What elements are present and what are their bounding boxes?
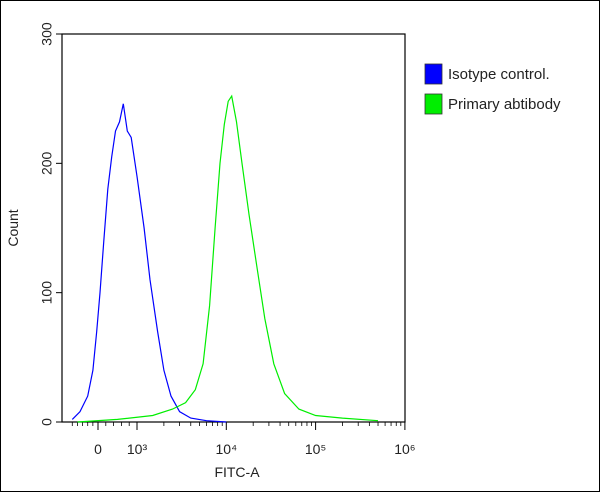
- legend-label: Primary abtibody: [448, 96, 561, 113]
- plot-area: [61, 33, 406, 423]
- x-axis-label: FITC-A: [214, 464, 260, 480]
- x-axis: 0 10³ 10⁴ 10⁵ 10⁶: [71, 422, 416, 457]
- x-tick-label: 10⁵: [305, 441, 326, 457]
- y-tick-label: 200: [39, 151, 55, 175]
- series-primary-antibody-line: [77, 94, 379, 423]
- y-axis-label: Count: [5, 209, 21, 246]
- y-axis: 0 100 200 300: [39, 22, 62, 426]
- x-tick-label: 10⁶: [394, 441, 415, 457]
- legend-swatch: [424, 93, 443, 115]
- series-isotype-control-line: [71, 103, 227, 423]
- y-tick-label: 100: [39, 281, 55, 305]
- legend-label: Isotype control.: [448, 66, 550, 83]
- x-tick-label: 10³: [127, 441, 148, 457]
- legend-swatch: [424, 63, 443, 85]
- x-tick-label: 10⁴: [216, 441, 238, 457]
- x-tick-label: 0: [94, 441, 102, 457]
- legend: Isotype control. Primary abtibody: [424, 63, 561, 115]
- y-tick-label: 0: [39, 418, 55, 426]
- y-tick-label: 300: [39, 22, 55, 46]
- series-layer: [71, 94, 379, 423]
